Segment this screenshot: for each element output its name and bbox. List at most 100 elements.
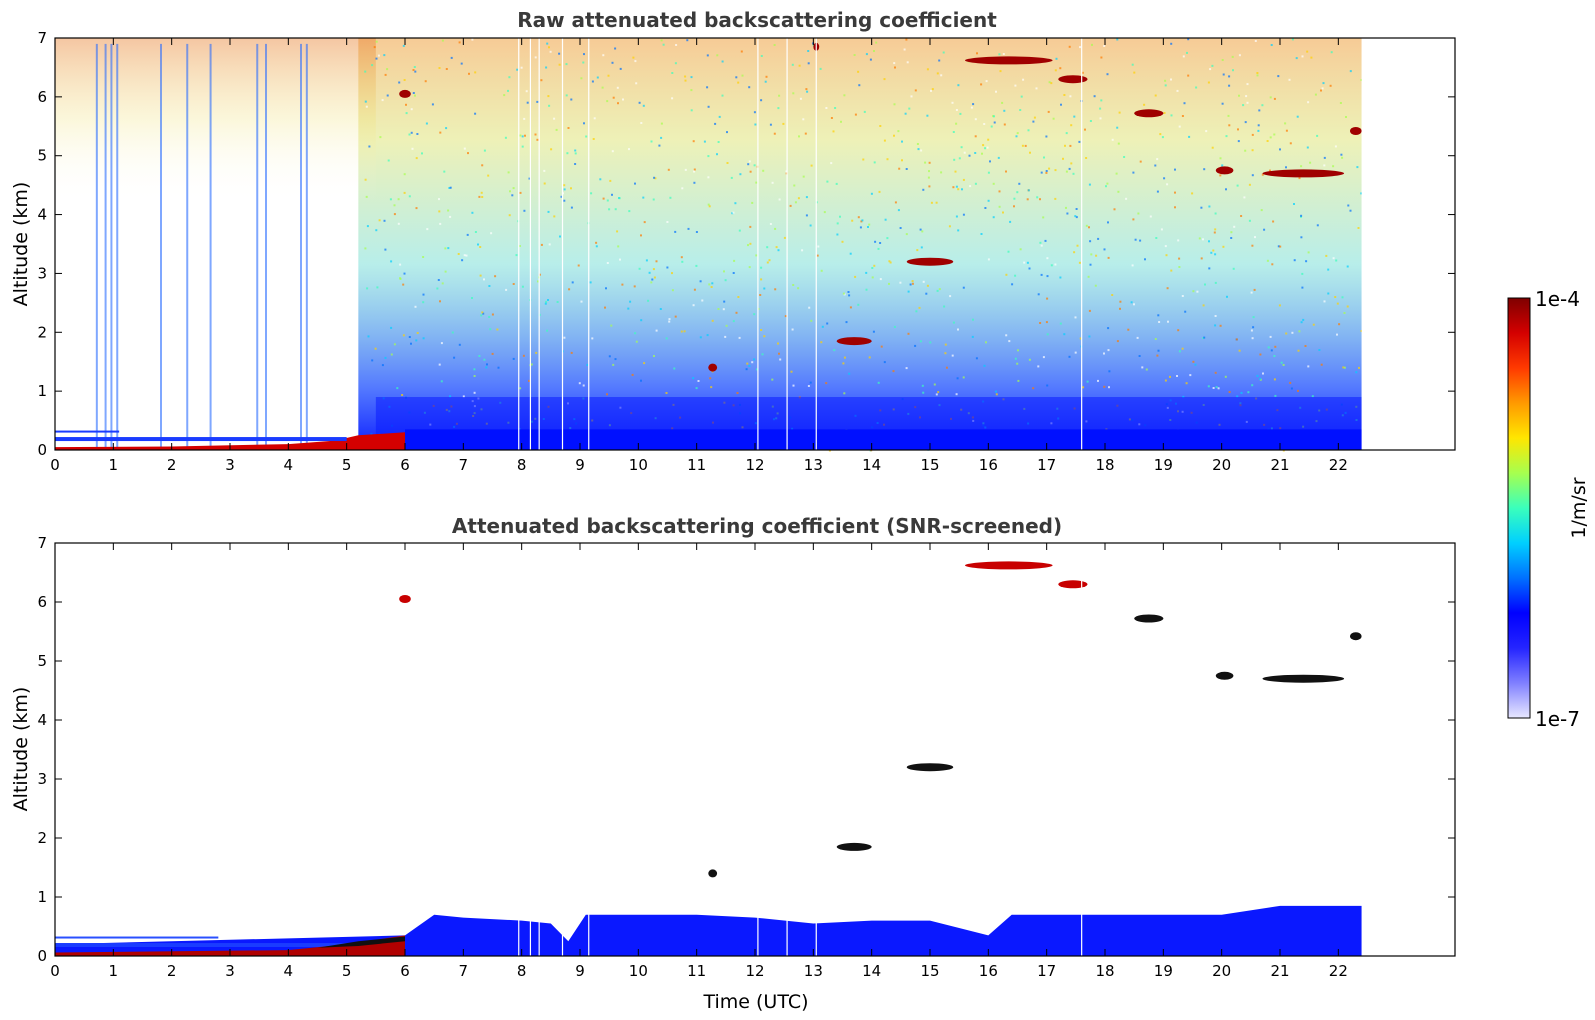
x-axis-label: Time (UTC)	[702, 991, 808, 1013]
x-tick-label: 19	[1154, 456, 1173, 474]
precip-streak	[209, 43, 212, 451]
x-tick-label: 14	[862, 962, 881, 980]
no-data-region	[1361, 38, 1455, 450]
x-tick-label: 0	[50, 962, 60, 980]
colorbar-min-label: 1e-7	[1535, 707, 1580, 731]
cloud-patch	[836, 337, 872, 346]
y-axis: 0 1 2 3 4 5 6 7	[37, 29, 1455, 459]
y-tick-label: 2	[37, 829, 47, 847]
y-tick-label: 6	[37, 88, 47, 106]
y-tick-label: 7	[37, 534, 47, 552]
x-tick-label: 12	[745, 456, 764, 474]
precip-streak	[300, 43, 302, 451]
cloud-patch	[1215, 166, 1234, 175]
x-tick-label: 14	[862, 456, 881, 474]
cloud-patch	[399, 595, 411, 603]
x-axis: 0 1 2 3 4 5 6 7 8 9 10 11 12 13 14 15 16 17 18 19 20 21 22	[50, 543, 1348, 980]
x-tick-label: 21	[1270, 456, 1289, 474]
precip-streak	[110, 43, 113, 451]
x-tick-label: 5	[342, 456, 352, 474]
cloud-patch	[1262, 674, 1345, 683]
surface-layer	[317, 936, 405, 948]
x-tick-label: 22	[1329, 962, 1348, 980]
cloud-layer	[399, 561, 1362, 878]
cloud-patch	[906, 763, 954, 772]
cloud-patch	[708, 363, 718, 372]
precip-streak	[104, 43, 107, 451]
x-tick-label: 1	[109, 962, 119, 980]
precip-streak	[95, 43, 98, 451]
surface-layer	[55, 935, 405, 956]
y-axis-label: Altitude (km)	[10, 182, 32, 307]
y-tick-label: 1	[37, 888, 47, 906]
x-tick-label: 15	[920, 962, 939, 980]
y-tick-label: 5	[37, 652, 47, 670]
heatmap-area	[55, 38, 1455, 452]
x-tick-label: 19	[1154, 962, 1173, 980]
no-data-region	[1361, 543, 1455, 956]
signal-background	[358, 38, 1362, 450]
x-tick-label: 22	[1329, 456, 1348, 474]
x-tick-label: 18	[1095, 962, 1114, 980]
x-tick-label: 3	[225, 456, 235, 474]
colorbar-label: 1/m/sr	[1568, 477, 1590, 538]
y-axis-label: Altitude (km)	[10, 687, 32, 812]
snr-screened-panel: Attenuated backscattering coefficient (S…	[10, 514, 1456, 1013]
x-tick-label: 2	[167, 456, 177, 474]
y-tick-label: 3	[37, 264, 47, 282]
x-tick-label: 4	[284, 456, 294, 474]
colorbar: 1e-4 1e-7 1/m/sr	[1507, 287, 1590, 731]
precip-streak	[265, 43, 267, 451]
x-tick-label: 4	[284, 962, 294, 980]
y-tick-label: 3	[37, 770, 47, 788]
residual-layer	[55, 943, 347, 948]
x-tick-label: 21	[1270, 962, 1289, 980]
x-tick-label: 15	[920, 456, 939, 474]
x-tick-label: 17	[1037, 456, 1056, 474]
cloud-layer	[399, 42, 1362, 372]
x-tick-label: 3	[225, 962, 235, 980]
y-tick-label: 7	[37, 29, 47, 47]
residual-layer	[55, 437, 347, 442]
raw-backscatter-panel: Raw attenuated backscattering coefficien…	[10, 8, 1456, 474]
cloud-patch	[1350, 632, 1362, 641]
y-tick-label: 0	[37, 947, 47, 965]
colorbar-scale	[1507, 297, 1531, 719]
cloud-patch	[965, 56, 1053, 65]
x-tick-label: 16	[979, 456, 998, 474]
cloud-patch	[965, 561, 1053, 570]
residual-layer	[55, 430, 120, 433]
heatmap-area	[55, 543, 1455, 956]
surface-layer	[55, 432, 405, 450]
y-tick-label: 6	[37, 593, 47, 611]
x-tick-label: 10	[629, 962, 648, 980]
x-tick-label: 13	[804, 962, 823, 980]
cloud-patch	[1215, 671, 1234, 680]
x-tick-label: 2	[167, 962, 177, 980]
y-tick-label: 0	[37, 441, 47, 459]
cloud-patch	[1058, 75, 1088, 84]
x-tick-label: 7	[459, 456, 469, 474]
precip-streak	[160, 43, 162, 451]
x-tick-label: 0	[50, 456, 60, 474]
x-tick-label: 18	[1095, 456, 1114, 474]
precip-streak	[256, 43, 259, 451]
x-tick-label: 7	[459, 962, 469, 980]
precip-streak	[116, 43, 119, 451]
x-tick-label: 16	[979, 962, 998, 980]
boundary-layer	[55, 905, 1362, 956]
panel-title: Raw attenuated backscattering coefficien…	[517, 8, 997, 32]
x-tick-label: 17	[1037, 962, 1056, 980]
night-haze	[55, 38, 376, 450]
x-tick-label: 13	[804, 456, 823, 474]
y-tick-label: 1	[37, 382, 47, 400]
y-tick-label: 5	[37, 147, 47, 165]
x-axis: 0 1 2 3 4 5 6 7 8 9 10 11 12 13 14 15 16 17 18 19 20 21 22	[50, 38, 1348, 474]
plot-frame	[54, 542, 1456, 957]
x-tick-label: 8	[517, 962, 527, 980]
x-tick-label: 11	[687, 962, 706, 980]
cloud-patch	[1134, 614, 1164, 623]
cloud-patch	[1350, 127, 1362, 135]
x-tick-label: 9	[575, 962, 585, 980]
